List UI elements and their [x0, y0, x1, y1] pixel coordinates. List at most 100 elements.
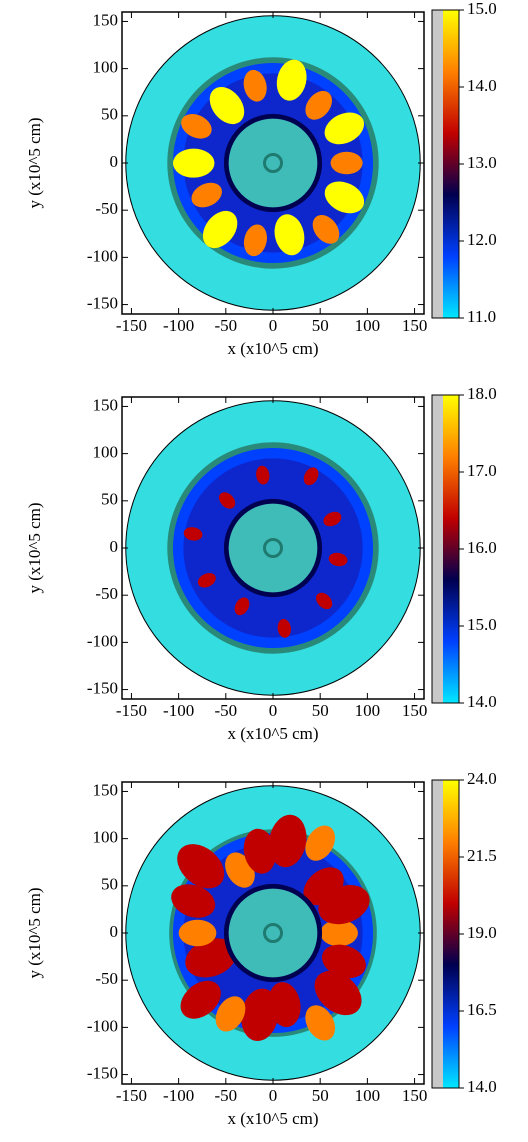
core-center — [263, 923, 283, 943]
plume — [256, 465, 270, 485]
y-tick-label: 100 — [93, 58, 119, 77]
y-tick-label: -50 — [95, 969, 118, 988]
x-tick-label: 100 — [355, 316, 381, 335]
x-tick-label: 0 — [269, 1086, 278, 1105]
y-tick-label: -50 — [95, 584, 118, 603]
core — [228, 888, 318, 978]
y-tick-label: -50 — [95, 199, 118, 218]
colorbar-tick-label: 11.0 — [467, 307, 496, 326]
plume — [328, 552, 348, 567]
colorbar-tick-label: 14.0 — [467, 76, 497, 95]
plume — [172, 148, 215, 178]
plume — [171, 884, 216, 918]
x-tick-label: -100 — [163, 316, 194, 335]
y-tick-label: 150 — [93, 395, 119, 414]
simulation-image — [125, 15, 421, 311]
colorbar-tick-label: 12.0 — [467, 230, 497, 249]
colorbar-tick-label: 16.5 — [467, 1000, 497, 1019]
plume — [197, 573, 216, 588]
y-tick-label: -150 — [87, 678, 118, 697]
plume — [209, 86, 245, 125]
y-tick-label: 50 — [101, 105, 118, 124]
x-tick-label: 150 — [402, 701, 428, 720]
y-axis-label: y (x10^5 cm) — [25, 117, 44, 208]
y-tick-label: -100 — [87, 631, 118, 650]
x-tick-label: 150 — [402, 316, 428, 335]
colorbar-shade — [432, 780, 443, 1088]
plume — [320, 919, 358, 947]
colorbar — [443, 10, 459, 318]
plume — [185, 938, 237, 978]
colorbar-tick-label: 21.5 — [467, 846, 497, 865]
x-tick-label: -150 — [116, 316, 147, 335]
plume — [215, 996, 246, 1032]
y-tick-label: 50 — [101, 490, 118, 509]
x-tick-label: 50 — [312, 701, 329, 720]
plume — [324, 181, 365, 214]
plume — [177, 844, 225, 889]
core — [228, 118, 318, 208]
colorbar-tick-label: 15.0 — [467, 615, 497, 634]
colorbar-tick-label: 16.0 — [467, 538, 497, 557]
y-tick-label: 150 — [93, 10, 119, 29]
plume — [276, 59, 307, 101]
plume — [202, 210, 238, 249]
plume — [303, 467, 319, 486]
y-tick-label: 100 — [93, 828, 119, 847]
y-tick-label: -100 — [87, 1016, 118, 1035]
plume — [321, 944, 366, 979]
x-tick-label: -50 — [214, 701, 237, 720]
x-tick-label: 50 — [312, 316, 329, 335]
plume — [324, 112, 365, 145]
y-tick-label: -150 — [87, 1063, 118, 1082]
simulation-image — [125, 400, 421, 696]
plume — [243, 69, 267, 102]
x-tick-label: 0 — [269, 701, 278, 720]
colorbar-shade — [432, 395, 443, 703]
x-tick-label: -50 — [214, 1086, 237, 1105]
y-axis-label: y (x10^5 cm) — [25, 887, 44, 978]
plume — [219, 492, 236, 509]
plume — [274, 214, 305, 256]
y-tick-label: -150 — [87, 293, 118, 312]
x-tick-label: 0 — [269, 316, 278, 335]
colorbar-shade — [432, 10, 443, 318]
plume — [183, 527, 203, 541]
plume — [314, 970, 362, 1016]
x-tick-label: -150 — [116, 1086, 147, 1105]
plume — [243, 224, 267, 257]
plume — [181, 114, 212, 139]
colorbar-tick-label: 13.0 — [467, 153, 497, 172]
plume — [243, 828, 276, 874]
y-tick-label: 0 — [110, 537, 119, 556]
x-tick-label: 50 — [312, 1086, 329, 1105]
x-tick-label: -50 — [214, 316, 237, 335]
colorbar — [443, 395, 459, 703]
plume — [330, 151, 363, 175]
colorbar-tick-label: 14.0 — [467, 692, 497, 711]
plume — [305, 90, 333, 120]
colorbar-tick-label: 17.0 — [467, 461, 497, 480]
x-tick-label: -100 — [163, 701, 194, 720]
plume — [318, 885, 370, 925]
y-axis-label: y (x10^5 cm) — [25, 502, 44, 593]
plume — [323, 511, 342, 527]
y-tick-label: 100 — [93, 443, 119, 462]
plume — [312, 215, 340, 244]
plume — [241, 988, 279, 1042]
colorbar-tick-label: 14.0 — [467, 1077, 497, 1096]
plume — [268, 814, 307, 868]
x-tick-label: 100 — [355, 1086, 381, 1105]
plume — [191, 182, 222, 208]
plume — [277, 618, 291, 638]
core-center — [263, 538, 283, 558]
plume — [305, 825, 336, 861]
simulation-image — [125, 785, 421, 1081]
colorbar — [443, 780, 459, 1088]
x-tick-label: -100 — [163, 1086, 194, 1105]
plume — [305, 1005, 336, 1041]
y-tick-label: 150 — [93, 780, 119, 799]
y-tick-label: -100 — [87, 246, 118, 265]
core-center — [263, 153, 283, 173]
